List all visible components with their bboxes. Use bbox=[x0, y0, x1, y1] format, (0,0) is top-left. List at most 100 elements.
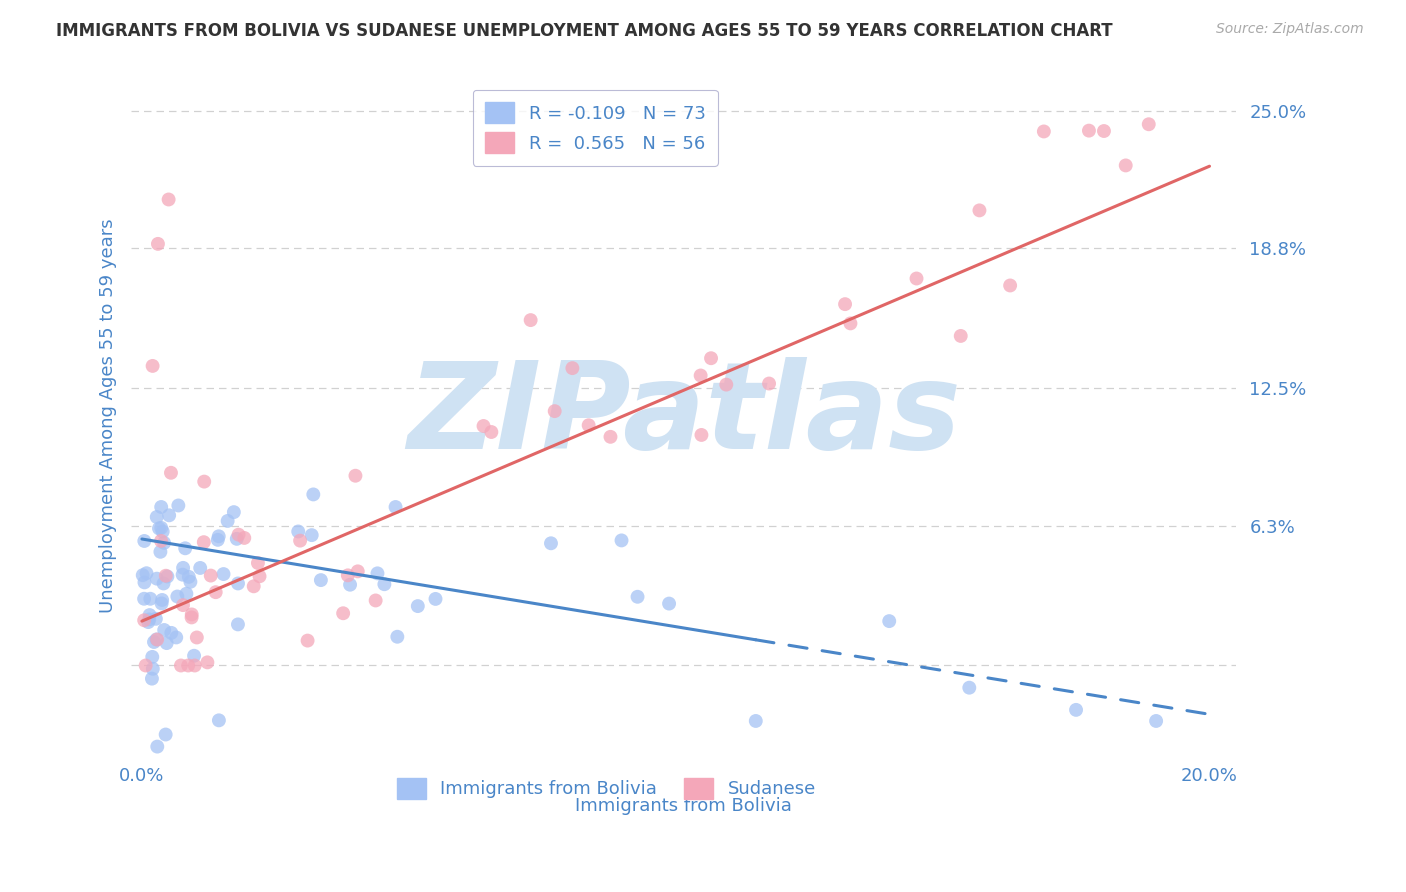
Point bbox=[142, 662, 165, 676]
Point bbox=[179, 574, 201, 589]
Point bbox=[519, 313, 541, 327]
Point bbox=[180, 607, 202, 622]
Point bbox=[425, 591, 447, 606]
Point bbox=[373, 577, 395, 591]
Point bbox=[186, 631, 208, 645]
Text: Source: ZipAtlas.com: Source: ZipAtlas.com bbox=[1216, 22, 1364, 37]
Point bbox=[479, 425, 502, 439]
Point bbox=[332, 607, 354, 621]
Point bbox=[138, 608, 160, 623]
Point bbox=[1092, 124, 1115, 138]
Point bbox=[134, 613, 156, 627]
Point bbox=[177, 658, 200, 673]
Point bbox=[1137, 117, 1160, 131]
Point bbox=[998, 278, 1021, 293]
Point bbox=[406, 599, 429, 613]
Point bbox=[346, 565, 368, 579]
Point bbox=[143, 635, 166, 649]
Point bbox=[157, 193, 180, 207]
Point bbox=[208, 714, 231, 728]
Point bbox=[233, 531, 256, 545]
Point bbox=[834, 297, 856, 311]
Point bbox=[1032, 124, 1054, 138]
Point bbox=[561, 361, 583, 376]
Point bbox=[157, 508, 180, 523]
Point bbox=[949, 329, 972, 343]
Point bbox=[246, 556, 269, 570]
Point bbox=[610, 533, 633, 548]
Point bbox=[177, 570, 200, 584]
Point bbox=[758, 376, 780, 391]
Point bbox=[957, 681, 980, 695]
Point bbox=[339, 577, 361, 591]
Point bbox=[387, 630, 409, 644]
Point bbox=[132, 568, 155, 582]
Point bbox=[208, 529, 231, 543]
Point bbox=[134, 533, 156, 548]
Point bbox=[309, 573, 332, 587]
Point bbox=[150, 521, 173, 535]
Point bbox=[146, 739, 169, 754]
Point bbox=[540, 536, 562, 550]
Point bbox=[152, 576, 174, 591]
Point bbox=[156, 569, 179, 583]
Point bbox=[145, 612, 167, 626]
Point bbox=[287, 524, 309, 539]
Point bbox=[366, 566, 388, 581]
Point bbox=[877, 614, 900, 628]
Point bbox=[135, 566, 157, 581]
Point bbox=[689, 368, 711, 383]
Point bbox=[146, 572, 169, 586]
Point bbox=[204, 585, 226, 599]
Point bbox=[172, 561, 194, 575]
Point bbox=[1064, 703, 1087, 717]
Point bbox=[226, 617, 249, 632]
Point bbox=[174, 541, 197, 556]
Point bbox=[160, 626, 183, 640]
Point bbox=[150, 596, 173, 610]
Point bbox=[716, 377, 738, 392]
Point bbox=[745, 714, 768, 728]
Point bbox=[226, 576, 249, 591]
Point bbox=[155, 727, 177, 741]
Point bbox=[1144, 714, 1167, 728]
Point bbox=[193, 475, 215, 489]
Point bbox=[700, 351, 723, 366]
Y-axis label: Unemployment Among Ages 55 to 59 years: Unemployment Among Ages 55 to 59 years bbox=[100, 219, 117, 613]
Text: ZIPatlas: ZIPatlas bbox=[406, 358, 960, 475]
Point bbox=[149, 545, 172, 559]
Point bbox=[242, 579, 264, 593]
Point bbox=[150, 500, 173, 514]
Point bbox=[472, 419, 495, 434]
Point bbox=[336, 568, 359, 582]
Point bbox=[176, 587, 198, 601]
Point bbox=[153, 536, 176, 550]
Point bbox=[249, 569, 271, 583]
Point bbox=[839, 317, 862, 331]
Point bbox=[217, 514, 239, 528]
Point bbox=[578, 418, 600, 433]
Point bbox=[599, 430, 621, 444]
Point bbox=[141, 649, 163, 664]
Point bbox=[153, 623, 176, 637]
Point bbox=[212, 567, 235, 582]
Point bbox=[172, 598, 194, 612]
Point bbox=[172, 567, 194, 582]
Point bbox=[193, 535, 215, 549]
Point bbox=[544, 404, 567, 418]
Point bbox=[165, 631, 187, 645]
Point bbox=[146, 236, 169, 251]
Point bbox=[344, 468, 367, 483]
Point bbox=[364, 593, 387, 607]
Point bbox=[145, 632, 167, 647]
Text: IMMIGRANTS FROM BOLIVIA VS SUDANESE UNEMPLOYMENT AMONG AGES 55 TO 59 YEARS CORRE: IMMIGRANTS FROM BOLIVIA VS SUDANESE UNEM… bbox=[56, 22, 1114, 40]
Point bbox=[148, 521, 170, 535]
Point bbox=[1077, 123, 1099, 137]
Point bbox=[139, 591, 162, 606]
Point bbox=[222, 505, 245, 519]
Point bbox=[228, 527, 250, 541]
Point bbox=[155, 568, 177, 582]
Point bbox=[141, 672, 163, 686]
Point bbox=[969, 203, 991, 218]
Point bbox=[132, 591, 155, 606]
